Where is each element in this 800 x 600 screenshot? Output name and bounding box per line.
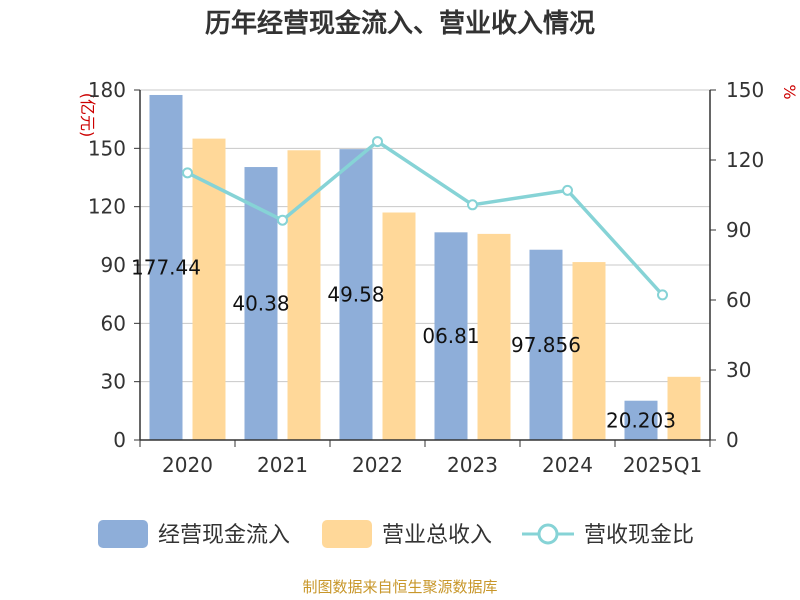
ratio-point xyxy=(467,199,478,211)
bar-value-label: 49.58 xyxy=(327,283,384,307)
ratio-point xyxy=(182,167,193,179)
bar-cash-inflow xyxy=(434,232,468,440)
bar-value-label: 06.81 xyxy=(422,324,479,348)
x-tick-label: 2020 xyxy=(162,453,213,477)
x-tick-label: 2022 xyxy=(352,453,403,477)
bar-cash-inflow xyxy=(149,94,183,440)
legend: 经营现金流入 营业总收入 营收现金比 xyxy=(98,520,694,548)
bar-value-label: 97.856 xyxy=(511,333,581,357)
bar-revenue xyxy=(287,150,321,440)
left-tick-label: 90 xyxy=(101,253,126,277)
right-tick-label: 120 xyxy=(726,148,764,172)
bar-revenue xyxy=(572,262,606,440)
x-tick-label: 2023 xyxy=(447,453,498,477)
right-tick-label: 30 xyxy=(726,358,751,382)
bar-labels: 177.44 40.38 49.58 06.81 97.856 20.203 xyxy=(131,255,676,432)
right-tick-label: 150 xyxy=(726,78,764,102)
axes: 0 30 60 90 120 150 180 0 30 60 90 120 150 2020 2021 202… xyxy=(88,78,764,477)
bar-cash-inflow xyxy=(339,149,373,440)
legend-label: 营收现金比 xyxy=(584,523,694,548)
chart-title: 历年经营现金流入、营业收入情况 xyxy=(205,8,595,39)
x-tick-label: 2024 xyxy=(542,453,593,477)
right-tick-label: 90 xyxy=(726,218,751,242)
ratio-point xyxy=(657,289,668,301)
legend-swatch xyxy=(98,520,148,548)
left-tick-label: 180 xyxy=(88,78,126,102)
bar-cash-inflow xyxy=(529,249,563,440)
ratio-point xyxy=(372,136,383,148)
bar-cash-inflow xyxy=(244,167,278,441)
x-tick-label: 2021 xyxy=(257,453,308,477)
left-tick-label: 150 xyxy=(88,136,126,160)
right-tick-label: 60 xyxy=(726,288,751,312)
ratio-point xyxy=(562,184,573,196)
legend-label: 经营现金流入 xyxy=(158,523,290,548)
legend-swatch xyxy=(322,520,372,548)
left-tick-label: 60 xyxy=(101,311,126,335)
ratio-line-path xyxy=(186,139,664,297)
bar-cash-inflow xyxy=(624,400,658,440)
bar-value-label: 177.44 xyxy=(131,255,201,279)
bar-revenue xyxy=(382,212,416,440)
bars xyxy=(149,94,701,441)
bar-value-label: 40.38 xyxy=(232,292,289,316)
bar-revenue xyxy=(667,376,701,440)
left-tick-label: 30 xyxy=(101,370,126,394)
right-tick-label: 0 xyxy=(726,428,739,452)
bar-value-label: 20.203 xyxy=(606,408,676,432)
right-axis-unit: % xyxy=(780,84,799,99)
legend-marker xyxy=(537,523,559,545)
left-tick-label: 120 xyxy=(88,195,126,219)
left-tick-label: 0 xyxy=(113,428,126,452)
gridlines xyxy=(140,89,710,383)
bar-revenue xyxy=(477,233,511,440)
x-tick-label: 2025Q1 xyxy=(623,453,702,477)
ratio-point xyxy=(277,214,288,226)
source-note: 制图数据来自恒生聚源数据库 xyxy=(302,578,497,596)
left-axis-unit: (亿元) xyxy=(78,93,97,138)
legend-label: 营业总收入 xyxy=(382,523,492,548)
ratio-line xyxy=(182,136,668,301)
